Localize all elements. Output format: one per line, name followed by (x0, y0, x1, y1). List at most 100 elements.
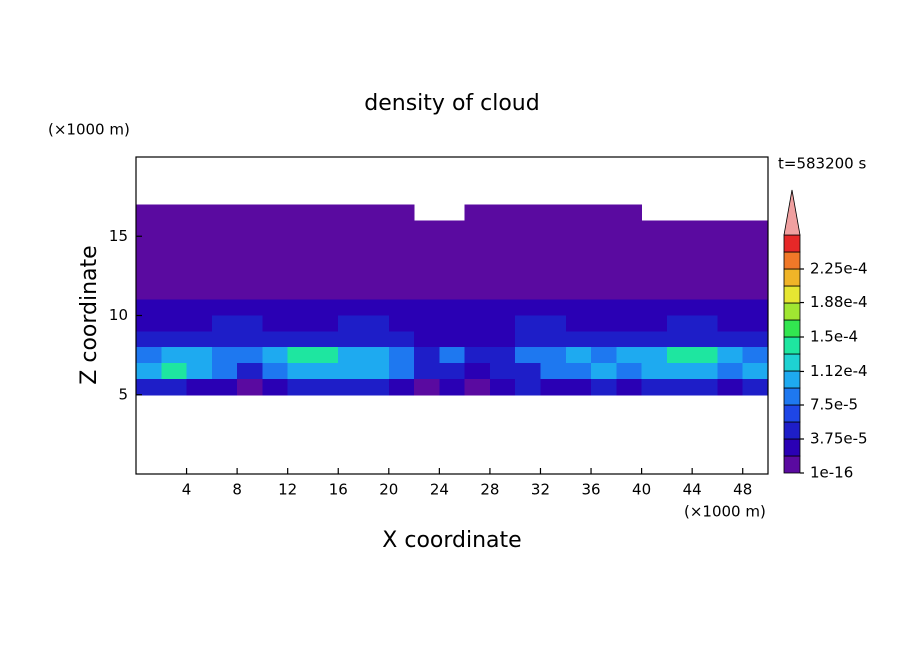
contour-cell (489, 299, 516, 317)
contour-cell (312, 378, 339, 396)
contour-cell (717, 363, 744, 380)
y-tick-label: 15 (109, 227, 128, 245)
contour-cell (540, 299, 567, 317)
contour-cell (312, 363, 339, 380)
contour-cell (616, 299, 643, 317)
contour-cell (666, 283, 693, 301)
contour-cell (287, 347, 314, 364)
contour-cell (136, 220, 162, 237)
contour-cell (489, 252, 516, 269)
contour-cell (262, 283, 289, 301)
contour-cell (338, 252, 365, 269)
contour-cell (388, 283, 415, 301)
contour-cell (186, 252, 213, 269)
contour-cell (565, 299, 592, 317)
contour-cell (186, 236, 213, 253)
contour-cell (641, 252, 668, 269)
contour-cell (363, 315, 390, 332)
contour-cell (414, 236, 440, 253)
contour-cell (439, 299, 466, 317)
contour-cell (616, 347, 643, 364)
contour-cell (515, 220, 542, 237)
colorbar-label: 1.12e-4 (810, 362, 868, 380)
contour-cell (237, 331, 263, 348)
contour-cell (161, 220, 188, 237)
contour-cell (692, 315, 719, 332)
x-unit: (×1000 m) (684, 503, 766, 521)
contour-cell (161, 347, 188, 364)
colorbar-band (783, 285, 801, 304)
contour-cell (439, 378, 466, 396)
contour-cell (211, 347, 238, 364)
contour-cell (565, 204, 592, 221)
colorbar-band (783, 438, 801, 457)
contour-cell (237, 378, 263, 396)
colorbar-label: 3.75e-5 (810, 430, 868, 448)
contour-cell (136, 363, 162, 380)
contour-cell (439, 315, 466, 332)
contour-cell (287, 220, 314, 237)
contour-cell (489, 378, 516, 396)
contour-cell (540, 363, 567, 380)
contour-cell (338, 331, 365, 348)
x-axis-label: X coordinate (382, 528, 521, 553)
contour-cell (489, 331, 516, 348)
contour-cell (641, 378, 668, 396)
contour-cell (211, 363, 238, 380)
contour-cell (591, 267, 617, 285)
contour-cell (414, 283, 440, 301)
contour-cell (717, 315, 744, 332)
contour-cell (262, 236, 289, 253)
contour-cell (464, 220, 491, 237)
contour-cell (591, 236, 617, 253)
contour-cell (540, 252, 567, 269)
contour-cell (363, 331, 390, 348)
contour-cell (161, 236, 188, 253)
contour-cell (616, 267, 643, 285)
contour-cell (515, 315, 542, 332)
contour-cell (717, 267, 744, 285)
contour-cell (312, 347, 339, 364)
contour-cell (591, 347, 617, 364)
colorbar-band (783, 455, 801, 474)
contour-cell (161, 315, 188, 332)
colorbar-band (783, 268, 801, 287)
contour-cell (186, 363, 213, 380)
contour-cell (489, 204, 516, 221)
contour-cell (742, 315, 769, 332)
contour-cell (591, 220, 617, 237)
contour-cell (363, 220, 390, 237)
contour-cell (489, 315, 516, 332)
contour-cell (312, 236, 339, 253)
contour-cell (464, 299, 491, 317)
contour-cell (262, 204, 289, 221)
colorbar-band (783, 421, 801, 440)
contour-cell (464, 283, 491, 301)
contour-cell (692, 378, 719, 396)
contour-cell (388, 315, 415, 332)
contour-cell (161, 299, 188, 317)
colorbar-band (783, 387, 801, 406)
contour-cell (211, 267, 238, 285)
contour-cell (464, 267, 491, 285)
contour-cell (666, 236, 693, 253)
contour-cell (136, 236, 162, 253)
contour-cell (287, 331, 314, 348)
contour-cell (616, 378, 643, 396)
contour-cell (464, 315, 491, 332)
contour-cell (540, 220, 567, 237)
contour-cell (489, 236, 516, 253)
contour-cell (742, 363, 769, 380)
colorbar-arrow (783, 189, 801, 236)
contour-cell (717, 252, 744, 269)
colorbar-band (783, 234, 801, 253)
contour-cell (338, 299, 365, 317)
contour-cell (338, 363, 365, 380)
contour-cell (262, 267, 289, 285)
colorbar-band (783, 251, 801, 270)
contour-cell (414, 347, 440, 364)
contour-cell (666, 299, 693, 317)
contour-cell (262, 331, 289, 348)
